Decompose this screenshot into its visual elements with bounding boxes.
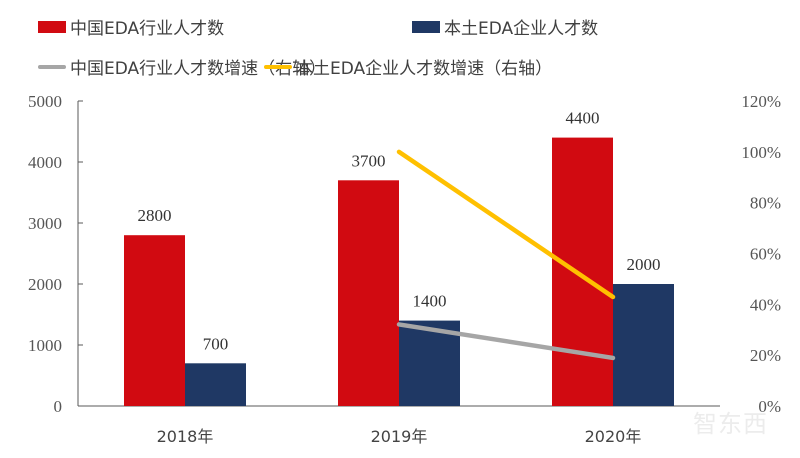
bar-china-talent xyxy=(338,180,399,406)
bar-china-talent xyxy=(124,235,185,406)
left-axis-tick-label: 0 xyxy=(54,397,63,416)
legend-item-china-talent: 中国EDA行业人才数 xyxy=(38,14,224,39)
bar-china-talent xyxy=(552,137,613,406)
legend-label: 本土EDA企业人才数 xyxy=(444,19,599,39)
right-axis-tick-label: 20% xyxy=(750,346,781,365)
left-axis-tick-label: 1000 xyxy=(28,336,62,355)
right-axis-tick-label: 80% xyxy=(750,194,781,213)
legend-swatch-navy xyxy=(412,20,440,33)
line-china-growth xyxy=(396,322,616,361)
left-axis-tick-label: 5000 xyxy=(28,92,62,111)
bar-data-label: 1400 xyxy=(413,292,447,311)
x-axis-category-label: 2018年 xyxy=(157,427,214,446)
legend-item-china-growth: 中国EDA行业人才数增速（右轴） xyxy=(38,54,326,79)
right-axis-tick-label: 60% xyxy=(750,245,781,264)
watermark-logo: 智东西 xyxy=(693,410,768,438)
left-axis-tick-label: 4000 xyxy=(28,153,62,172)
right-axis-tick-label: 40% xyxy=(750,295,781,314)
x-axis-category-label: 2019年 xyxy=(371,427,428,446)
legend-item-local-talent: 本土EDA企业人才数 xyxy=(412,14,598,39)
legend-swatch-yellow xyxy=(264,64,292,69)
legend-swatch-red xyxy=(38,20,66,33)
right-axis-tick-label: 100% xyxy=(741,143,781,162)
bar-local-talent xyxy=(399,320,460,406)
left-axis-tick-label: 3000 xyxy=(28,214,62,233)
right-axis-tick-label: 0% xyxy=(758,397,781,416)
legend-label: 本土EDA企业人才数增速（右轴） xyxy=(296,59,553,79)
bar-local-talent xyxy=(185,363,246,406)
legend-swatch-gray xyxy=(38,64,66,69)
bar-data-label: 700 xyxy=(203,334,229,353)
left-axis-tick-label: 2000 xyxy=(28,275,62,294)
x-axis-category-label: 2020年 xyxy=(585,427,642,446)
bar-data-label: 2800 xyxy=(138,206,172,225)
legend-label: 中国EDA行业人才数 xyxy=(70,19,225,39)
legend-item-local-growth: 本土EDA企业人才数增速（右轴） xyxy=(264,54,552,79)
right-axis-tick-label: 120% xyxy=(741,92,781,111)
legend-label: 中国EDA行业人才数增速（右轴） xyxy=(70,59,327,79)
bar-data-label: 3700 xyxy=(352,151,386,170)
bar-data-label: 2000 xyxy=(627,255,661,274)
bar-data-label: 4400 xyxy=(566,109,600,128)
line-local-growth xyxy=(396,149,616,300)
bar-local-talent xyxy=(613,284,674,406)
